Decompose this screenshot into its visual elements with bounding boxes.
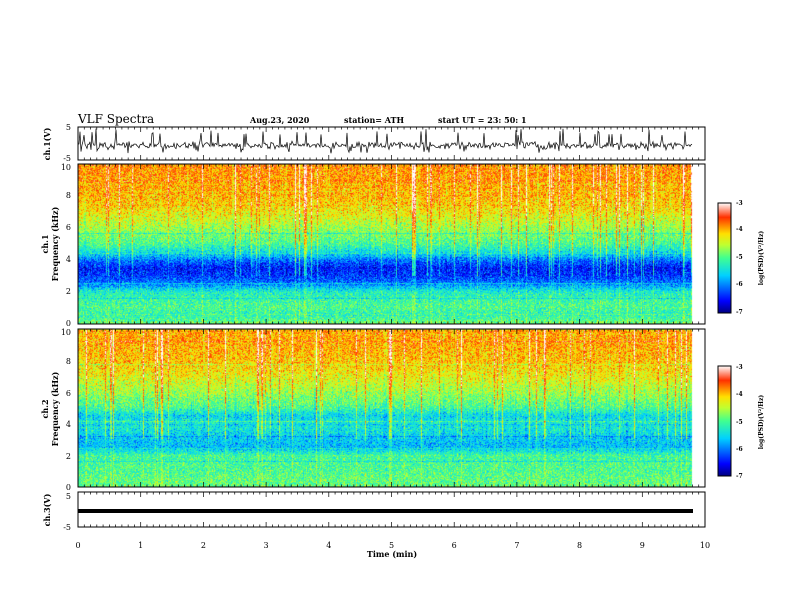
spec2-y-tick-4: 4 xyxy=(66,420,71,429)
time-axis: 0 1 2 3 4 5 6 7 8 9 10 xyxy=(75,127,710,550)
spec1-y-tick-10: 10 xyxy=(61,163,71,172)
cb2-tick-m6: -6 xyxy=(736,446,743,453)
ch2-spectrogram-panel: 0 2 4 6 8 10 ch.2 Frequency (kHz) xyxy=(40,328,706,492)
ch1-waveform-trace xyxy=(77,128,693,154)
time-tick-label: 7 xyxy=(514,541,519,550)
time-tick-label: 1 xyxy=(138,541,143,550)
ch2-colorbar: -3 -4 -5 -6 -7 log(PSD)(V²/Hz) xyxy=(717,364,765,480)
spec1-channel-label: ch.1 xyxy=(40,234,50,253)
start-time-label: start UT = 23: 50: 1 xyxy=(438,115,527,125)
spec2-y-tick-6: 6 xyxy=(66,389,71,398)
spec1-y-tick-8: 8 xyxy=(66,191,71,200)
cb2-tick-m3: -3 xyxy=(736,364,743,371)
ch2-spectrogram-image xyxy=(78,329,705,487)
ch3-waveform-trace xyxy=(78,509,693,513)
cb2-tick-m5: -5 xyxy=(736,419,743,426)
ch1-colorbar-frame xyxy=(717,202,732,314)
spec1-y-tick-0: 0 xyxy=(66,319,71,328)
cb1-tick-m5: -5 xyxy=(736,254,743,261)
station-label: station= ATH xyxy=(344,115,404,125)
spec2-frequency-label: Frequency (kHz) xyxy=(50,371,60,446)
ch1-waveform-panel: 5 -5 ch.1(V) xyxy=(42,123,706,163)
cb1-tick-m3: -3 xyxy=(736,200,743,207)
time-tick-label: 4 xyxy=(326,541,331,550)
cb1-label: log(PSD)(V²/Hz) xyxy=(758,231,765,286)
time-tick-label: 0 xyxy=(75,541,80,550)
spec2-channel-label: ch.2 xyxy=(40,399,50,418)
spec2-y-tick-2: 2 xyxy=(66,452,71,461)
ch3-y-tick-top: 5 xyxy=(66,492,71,501)
cb1-tick-m4: -4 xyxy=(736,226,743,233)
cb2-label: log(PSD)(V²/Hz) xyxy=(758,395,765,450)
ch3-waveform-ylabel: ch.3(V) xyxy=(42,493,52,526)
ch3-y-tick-bottom: -5 xyxy=(63,523,71,532)
spec2-y-tick-0: 0 xyxy=(66,483,71,492)
cb1-tick-m6: -6 xyxy=(736,281,743,288)
spec2-y-tick-10: 10 xyxy=(61,328,71,337)
spec1-y-tick-6: 6 xyxy=(66,223,71,232)
spec1-y-tick-4: 4 xyxy=(66,255,71,264)
cb2-tick-m7: -7 xyxy=(736,473,743,480)
ch3-waveform-panel: 5 -5 ch.3(V) xyxy=(42,491,706,532)
ch2-colorbar-frame xyxy=(717,365,732,477)
time-tick-label: 8 xyxy=(577,541,582,550)
cb2-tick-m4: -4 xyxy=(736,391,743,398)
time-tick-label: 10 xyxy=(700,541,710,550)
ch1-colorbar-gradient xyxy=(718,203,731,313)
cb1-tick-m7: -7 xyxy=(736,309,743,316)
time-tick-label: 6 xyxy=(452,541,457,550)
ch1-y-tick-bottom: -5 xyxy=(63,154,71,163)
spec1-frequency-label: Frequency (kHz) xyxy=(50,206,60,281)
figure-title: VLF Spectra xyxy=(77,112,154,126)
ch1-y-tick-top: 5 xyxy=(66,123,71,132)
ch1-waveform-ylabel: ch.1(V) xyxy=(42,127,52,160)
time-tick-label: 9 xyxy=(640,541,645,550)
time-tick-label: 2 xyxy=(201,541,206,550)
time-tick-label: 5 xyxy=(389,541,394,550)
ch1-spectrogram-panel: 0 2 4 6 8 10 ch.1 Frequency (kHz) xyxy=(40,163,706,328)
time-axis-label: Time (min) xyxy=(367,549,417,559)
ch2-colorbar-gradient xyxy=(718,366,731,476)
date-label: Aug.23, 2020 xyxy=(249,115,310,125)
spec1-y-tick-2: 2 xyxy=(66,287,71,296)
ch1-spectrogram-image xyxy=(78,164,705,324)
spec2-y-tick-8: 8 xyxy=(66,357,71,366)
time-tick-label: 3 xyxy=(264,541,269,550)
ch1-colorbar: -3 -4 -5 -6 -7 log(PSD)(V²/Hz) xyxy=(717,200,765,316)
